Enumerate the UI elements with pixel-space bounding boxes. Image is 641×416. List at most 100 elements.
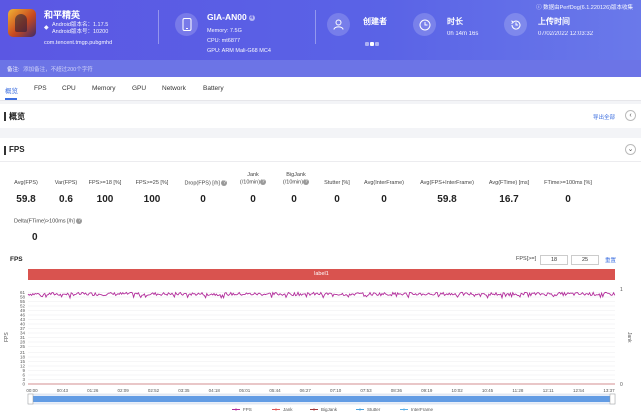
active-tab-indicator — [5, 98, 17, 100]
user-icon — [327, 13, 350, 36]
note-bar: 备注: 添加备注，不超过200个字符 — [0, 60, 641, 77]
x-tick-label: 07:53 — [360, 388, 372, 393]
metric-label: Avg(FPS) — [14, 180, 38, 186]
y-tick-label: 52 — [20, 304, 26, 309]
x-tick-label: 11:28 — [512, 388, 523, 393]
device-name: GIA-AN00 4 — [207, 12, 255, 22]
fps-filter-label: FPS[>=] — [516, 256, 537, 262]
metric-label: Avg(InterFrame) — [364, 180, 404, 186]
export-all-link[interactable]: 导出全部 — [593, 115, 616, 121]
tab-network[interactable]: Network — [162, 85, 186, 92]
series-fps-line — [27, 291, 616, 300]
tab-gpu[interactable]: GPU — [132, 85, 147, 92]
metric-label: Avg(FPS+InterFrame) — [420, 180, 474, 186]
android-icon: ◆ — [44, 25, 49, 31]
metric-label: Jank (/10min)? — [239, 172, 267, 185]
duration-label: 时长 — [447, 17, 463, 26]
metric-value: 0 — [291, 194, 297, 205]
tab-battery[interactable]: Battery — [203, 85, 224, 92]
tab-fps[interactable]: FPS — [34, 85, 47, 92]
metric-value: 0 — [565, 194, 571, 205]
y-tick-label: 40 — [20, 322, 26, 327]
x-tick-label: 00:43 — [57, 388, 69, 393]
collapse-down-icon[interactable]: ⌄ — [625, 144, 636, 155]
y-tick-label: 61 — [20, 290, 26, 295]
history-icon — [504, 13, 527, 36]
y2-axis-title: Jank — [626, 332, 632, 343]
y-tick-label: 46 — [20, 313, 26, 318]
metric-label: FPS>=18 [%] — [88, 180, 122, 186]
chart-legend: FPS Jank BigJank Stutter InterFrame — [232, 407, 434, 412]
metric-label: Var(FPS) — [54, 180, 78, 186]
fps-filter-input-1[interactable]: 18 — [540, 255, 568, 265]
help-icon[interactable]: ? — [260, 178, 267, 185]
metric-value: 100 — [143, 194, 161, 205]
y2-tick-label: 1 — [620, 287, 623, 293]
y-tick-label: 0 — [22, 382, 25, 387]
metric-label: FTime>=100ms [%] — [544, 180, 592, 186]
device-badge: 4 — [248, 14, 255, 21]
y-tick-label: 37 — [20, 326, 26, 331]
duration-value: 0h 14m 16s — [447, 31, 479, 37]
y2-tick-label: 0 — [620, 382, 623, 388]
y-tick-label: 31 — [20, 335, 26, 340]
metric-label: FPS>=25 [%] — [135, 180, 169, 186]
x-tick-label: 05:01 — [239, 388, 251, 393]
x-tick-label: 00:00 — [26, 388, 38, 393]
collapse-left-icon[interactable]: ‹ — [625, 110, 636, 121]
x-tick-label: 09:19 — [421, 388, 433, 393]
reset-button[interactable]: 重置 — [605, 258, 617, 264]
x-tick-label: 12:54 — [573, 388, 585, 393]
legend-marker — [403, 408, 405, 411]
metric-label: Stutter [%] — [324, 180, 350, 186]
metric-value: 100 — [96, 194, 114, 205]
metric-value: 59.8 — [437, 194, 457, 205]
help-icon[interactable]: ? — [303, 178, 310, 185]
help-icon[interactable]: ? — [76, 218, 83, 224]
help-icon[interactable]: ? — [221, 180, 228, 186]
note-input[interactable]: 添加备注，不超过200个字符 — [23, 67, 93, 73]
y-tick-label: 58 — [20, 295, 26, 300]
legend-label: FPS — [243, 407, 252, 412]
report-header: 和平精英 ◆ Android版本名：1.17.5 Android版本号：1020… — [0, 0, 641, 60]
range-handle-right — [609, 393, 616, 405]
metric-value: 0 — [32, 232, 38, 243]
metric-value: 0 — [334, 194, 340, 205]
fps-filter-input-2[interactable]: 25 — [571, 255, 599, 265]
app-package: com.tencent.tmgp.pubgmhd — [44, 40, 113, 46]
y-tick-label: 6 — [22, 373, 25, 378]
tab-overview[interactable]: 概览 — [5, 88, 18, 95]
android-version-name: Android版本名：1.17.5 — [52, 22, 109, 28]
upload-time-value: 07/02/2022 12:03:32 — [538, 31, 594, 37]
y-tick-label: 43 — [20, 317, 26, 322]
label-band[interactable]: label1 — [28, 269, 615, 280]
x-tick-label: 10:45 — [482, 388, 494, 393]
metric-label: Delta(FTime)>100ms [/h] ? — [14, 218, 83, 225]
y-tick-label: 12 — [20, 364, 26, 369]
clock-icon — [413, 13, 436, 36]
divider — [0, 161, 641, 162]
y-tick-label: 28 — [20, 340, 26, 345]
overview-section — [0, 104, 641, 128]
metric-value: 0 — [381, 194, 387, 205]
x-tick-label: 06:27 — [300, 388, 312, 393]
device-memory: Memory: 7.5G — [207, 28, 242, 34]
metric-value: 0 — [250, 194, 256, 205]
tab-cpu[interactable]: CPU — [62, 85, 76, 92]
creator-toggle[interactable] — [365, 33, 381, 46]
section-marker — [4, 146, 6, 155]
x-tick-label: 04:18 — [209, 388, 221, 393]
tab-memory[interactable]: Memory — [92, 85, 116, 92]
app-name: 和平精英 — [44, 10, 81, 20]
metric-label: Avg(FTime) [ms] — [488, 180, 530, 186]
chart-title: FPS — [10, 256, 23, 263]
x-tick-label: 12:11 — [543, 388, 554, 393]
legend-marker — [359, 408, 361, 411]
device-cpu: CPU: mt6877 — [207, 38, 241, 44]
y-tick-label: 55 — [20, 299, 26, 304]
divider — [315, 10, 316, 44]
metric-label: BigJank (/10min)? — [282, 172, 310, 185]
legend-marker — [313, 408, 315, 411]
phone-icon — [175, 13, 198, 36]
